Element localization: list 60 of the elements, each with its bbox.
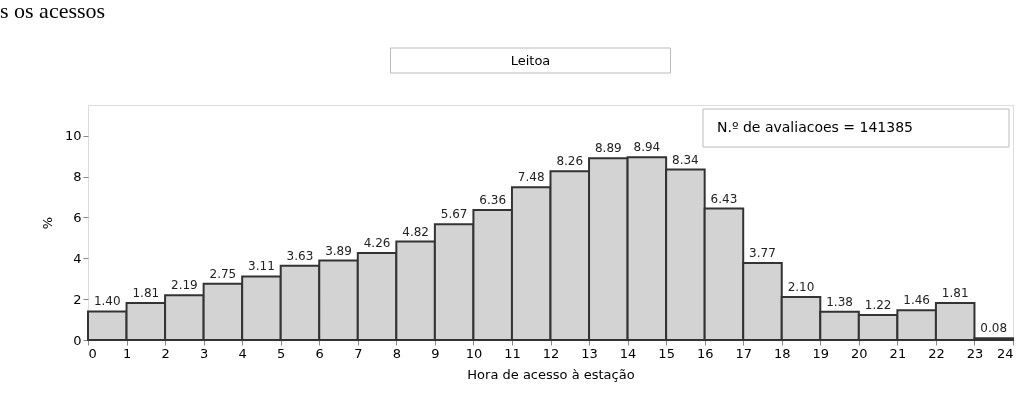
y-tick-label: 4 xyxy=(73,250,82,266)
x-tick-label: 11 xyxy=(504,345,521,361)
data-label: 3.63 xyxy=(286,248,314,263)
data-label: 1.38 xyxy=(826,294,853,309)
y-tick-label: 6 xyxy=(73,209,82,225)
data-label: 6.43 xyxy=(710,191,738,206)
data-label: 1.22 xyxy=(864,298,892,313)
data-label: 8.34 xyxy=(672,152,699,167)
x-tick-label: 19 xyxy=(812,345,830,361)
chart-title: Leitoa xyxy=(510,53,551,68)
x-tick-label: 16 xyxy=(696,345,714,361)
annotation: N.º de avaliacoes = 141385 xyxy=(717,119,913,135)
x-tick-label: 7 xyxy=(354,345,363,361)
x-tick-label: 6 xyxy=(315,345,324,361)
data-label: 2.75 xyxy=(209,266,237,281)
data-label: 0.08 xyxy=(980,321,1008,336)
data-label: 3.77 xyxy=(749,245,776,260)
y-tick-label: 10 xyxy=(64,128,82,144)
x-tick-label: 18 xyxy=(773,345,791,361)
data-label: 1.46 xyxy=(903,293,931,308)
x-tick-label: 2 xyxy=(161,345,170,361)
x-axis-title: Hora de acesso à estação xyxy=(467,366,635,382)
data-label: 1.81 xyxy=(132,286,160,301)
x-tick-label: 20 xyxy=(851,345,868,361)
data-label: 6.36 xyxy=(479,193,507,208)
data-label: 2.19 xyxy=(170,278,198,293)
data-label: 3.89 xyxy=(325,243,352,258)
x-tick-label: 21 xyxy=(889,345,907,361)
x-tick-label: 12 xyxy=(542,345,560,361)
text: s os acessos xyxy=(0,0,106,23)
data-label: 1.40 xyxy=(93,294,121,309)
x-tick-label: 1 xyxy=(122,345,132,361)
x-tick-label: 13 xyxy=(581,345,598,361)
data-label: 4.82 xyxy=(402,224,429,239)
data-label: 8.89 xyxy=(594,141,622,156)
x-tick-label: 9 xyxy=(431,345,440,361)
x-tick-label: 3 xyxy=(199,345,209,361)
x-tick-label: 5 xyxy=(277,345,286,361)
data-label: 5.67 xyxy=(440,207,468,222)
data-label: 8.94 xyxy=(633,140,661,155)
y-tick-label: 2 xyxy=(73,291,82,307)
y-tick-label: 0 xyxy=(73,332,82,348)
x-tick-label: 4 xyxy=(238,345,247,361)
data-label: 8.26 xyxy=(556,154,584,169)
y-tick-label: 8 xyxy=(73,169,82,185)
data-label: 4.26 xyxy=(363,235,391,250)
data-label: 2.10 xyxy=(787,280,815,295)
x-tick-label: 0 xyxy=(88,345,97,361)
x-tick-label: 17 xyxy=(735,345,752,361)
data-label: 7.48 xyxy=(517,170,545,185)
x-tick-label: 8 xyxy=(392,345,401,361)
x-tick-label: 14 xyxy=(619,345,637,361)
data-label: 3.11 xyxy=(248,259,275,274)
x-tick-label: 15 xyxy=(658,345,675,361)
data-label: 1.81 xyxy=(941,286,969,301)
y-axis-title: % xyxy=(39,216,55,230)
x-tick-label: 10 xyxy=(465,345,483,361)
x-tick-label: 22 xyxy=(928,345,945,361)
x-tick-label: 24 xyxy=(996,345,1014,361)
x-tick-label: 23 xyxy=(966,345,984,361)
